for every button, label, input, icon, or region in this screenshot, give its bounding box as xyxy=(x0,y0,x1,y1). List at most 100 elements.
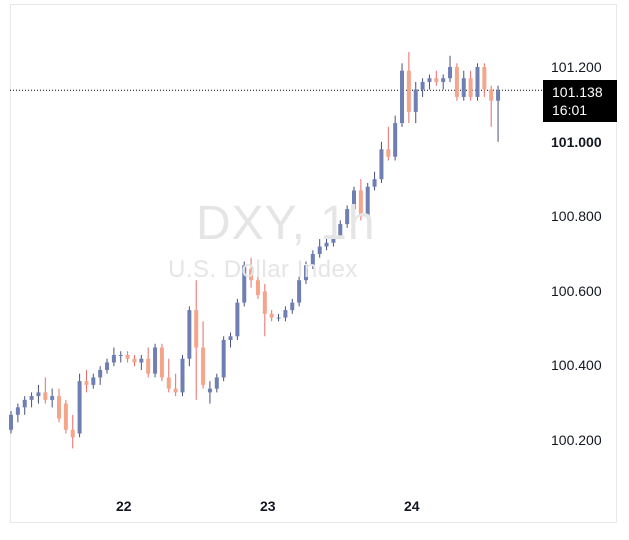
candle xyxy=(98,366,103,385)
candle-body xyxy=(310,254,315,266)
candle-body xyxy=(105,362,110,370)
candle xyxy=(448,55,453,82)
candle-body xyxy=(43,392,48,400)
candle xyxy=(482,63,487,97)
candle xyxy=(461,70,466,101)
candle xyxy=(303,261,308,284)
candle xyxy=(365,182,370,221)
candle xyxy=(352,186,356,213)
x-tick-label: 22 xyxy=(116,498,132,514)
y-tick-label: 100.400 xyxy=(551,357,602,373)
candle xyxy=(180,354,185,397)
candle-body xyxy=(262,291,267,314)
candle-body xyxy=(153,347,158,374)
candle-body xyxy=(22,399,27,408)
candle-body xyxy=(36,392,41,397)
y-tick-label: 100.800 xyxy=(551,208,602,224)
candle-body xyxy=(496,90,501,101)
candle-body xyxy=(255,280,260,296)
candle xyxy=(420,78,425,97)
candle-body xyxy=(159,347,164,378)
candle xyxy=(249,257,254,288)
candle-body xyxy=(420,81,425,90)
candle xyxy=(386,126,391,161)
candle xyxy=(132,354,137,367)
candle xyxy=(214,373,219,393)
candle-body xyxy=(448,67,453,79)
candle-body xyxy=(180,358,185,393)
candle-body xyxy=(427,78,432,82)
candle xyxy=(57,388,62,423)
chart-frame xyxy=(10,4,617,523)
candle-body xyxy=(276,317,281,319)
candle-body xyxy=(132,358,137,363)
candle xyxy=(146,347,151,378)
candle xyxy=(29,392,34,408)
candle xyxy=(166,358,171,393)
candle-body xyxy=(146,358,151,374)
candle-body xyxy=(173,388,178,393)
candle-body xyxy=(125,354,130,359)
candle xyxy=(358,179,363,221)
candle xyxy=(153,343,158,378)
candle xyxy=(372,171,377,191)
candle-body xyxy=(434,78,439,82)
last-price-time: 16:01 xyxy=(552,102,588,118)
candle xyxy=(290,298,295,314)
candle-body xyxy=(317,246,322,254)
candle xyxy=(22,396,27,415)
candle-body xyxy=(214,377,219,389)
candle-body xyxy=(352,190,356,210)
candle-body xyxy=(29,396,34,400)
candle xyxy=(207,381,212,404)
candle xyxy=(496,85,501,142)
candle xyxy=(187,306,192,367)
candle xyxy=(297,276,302,307)
candle-body xyxy=(70,429,75,438)
candle-body xyxy=(489,89,494,101)
candle-body xyxy=(379,149,384,180)
candle xyxy=(262,283,267,337)
candle-body xyxy=(461,78,466,97)
candle xyxy=(427,74,432,90)
candle-body xyxy=(482,67,487,90)
candle-body xyxy=(50,396,55,400)
y-tick-label: 100.600 xyxy=(551,283,602,299)
candle xyxy=(70,414,75,449)
y-tick-label: 101.000 xyxy=(551,134,602,150)
candle xyxy=(159,343,164,382)
candle xyxy=(91,373,96,389)
candle xyxy=(36,384,41,404)
candle-body xyxy=(303,265,308,281)
watermark-subtitle: U.S. Dollar Index xyxy=(168,256,358,283)
candle xyxy=(283,306,288,322)
candle xyxy=(194,280,199,400)
candle xyxy=(310,250,315,269)
candle xyxy=(400,63,405,127)
candle-body xyxy=(57,396,62,419)
candle xyxy=(255,272,260,299)
candle xyxy=(317,239,322,258)
candle-body xyxy=(139,358,144,363)
candle-body xyxy=(393,123,398,157)
x-tick-label: 24 xyxy=(404,498,420,514)
candle xyxy=(43,377,48,404)
candle-body xyxy=(91,377,96,385)
candle xyxy=(15,403,20,423)
y-tick-label: 101.200 xyxy=(551,59,602,75)
candle-body xyxy=(372,179,377,187)
candle-body xyxy=(235,302,240,337)
candle-body xyxy=(118,354,123,356)
candle xyxy=(228,332,233,348)
candle xyxy=(269,310,274,322)
candle-body xyxy=(338,224,343,236)
candle-body xyxy=(207,388,212,393)
candle xyxy=(221,336,226,382)
candle xyxy=(125,351,130,363)
candle xyxy=(406,52,411,124)
candle xyxy=(393,115,398,161)
candle-body xyxy=(15,407,20,415)
x-tick-label: 23 xyxy=(260,498,276,514)
candle-body xyxy=(84,381,89,385)
